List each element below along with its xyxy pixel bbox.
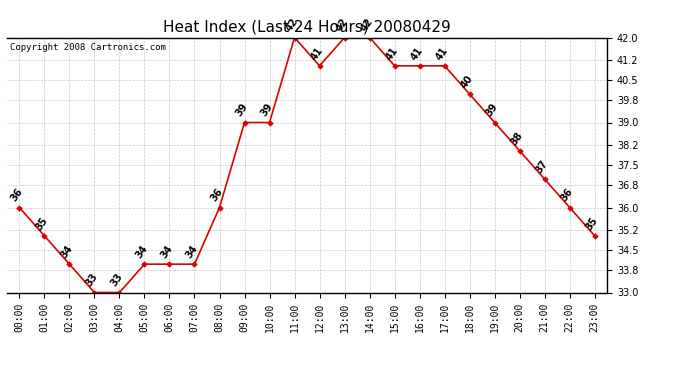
Text: Copyright 2008 Cartronics.com: Copyright 2008 Cartronics.com (10, 43, 166, 52)
Text: 33: 33 (83, 272, 99, 288)
Text: 36: 36 (559, 186, 575, 203)
Title: Heat Index (Last 24 Hours) 20080429: Heat Index (Last 24 Hours) 20080429 (163, 20, 451, 35)
Text: 39: 39 (259, 102, 275, 118)
Text: 39: 39 (484, 102, 500, 118)
Text: 40: 40 (459, 73, 475, 90)
Text: 42: 42 (359, 16, 375, 33)
Text: 37: 37 (534, 158, 550, 175)
Text: 42: 42 (284, 16, 299, 33)
Text: 41: 41 (409, 45, 425, 62)
Text: 36: 36 (209, 186, 225, 203)
Text: 41: 41 (384, 45, 400, 62)
Text: 42: 42 (334, 16, 350, 33)
Text: 39: 39 (234, 102, 250, 118)
Text: 35: 35 (34, 215, 50, 232)
Text: 41: 41 (309, 45, 325, 62)
Text: 33: 33 (109, 272, 125, 288)
Text: 34: 34 (184, 243, 199, 260)
Text: 34: 34 (59, 243, 75, 260)
Text: 34: 34 (159, 243, 175, 260)
Text: 35: 35 (584, 215, 600, 232)
Text: 36: 36 (9, 186, 25, 203)
Text: 34: 34 (134, 243, 150, 260)
Text: 41: 41 (434, 45, 450, 62)
Text: 38: 38 (509, 130, 525, 147)
